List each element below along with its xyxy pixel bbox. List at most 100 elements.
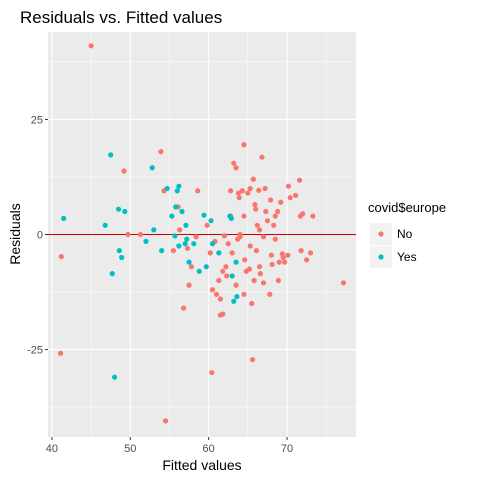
point-no [237,231,243,238]
point-yes [169,213,175,219]
point-no [269,261,275,268]
point-no [259,154,265,160]
point-no [262,185,268,192]
point-yes [149,165,155,171]
legend-label-no: No [397,227,413,241]
point-no [340,280,347,286]
point-yes [196,268,202,274]
point-no [209,369,215,376]
point-no [162,418,169,424]
point-yes [116,248,122,254]
point-yes [143,238,149,245]
point-no [246,266,253,272]
point-yes [176,183,182,189]
point-yes [184,236,190,242]
point-yes [115,206,122,212]
point-yes [203,264,209,270]
legend-key-yes-marker [378,254,384,260]
point-yes [233,259,239,265]
point-no [186,282,192,288]
point-no [233,165,239,171]
point-no [247,185,253,192]
point-no [257,264,263,270]
point-yes [151,227,157,233]
point-no [220,311,226,317]
point-no [223,264,229,270]
point-no [272,213,278,219]
point-no [239,188,245,194]
point-yes [231,298,237,304]
x-tick-label: 70 [281,443,293,455]
point-yes [216,250,222,256]
point-no [204,222,210,228]
point-no [207,250,213,256]
point-no [300,211,306,217]
point-no [195,188,201,194]
point-yes [108,152,114,158]
x-tick-label: 50 [124,443,136,455]
point-yes [172,233,178,239]
point-yes [122,208,128,215]
point-no [251,277,257,284]
point-no [296,177,303,183]
point-yes [173,204,179,210]
point-no [241,213,247,219]
point-no [247,243,253,249]
point-no [267,291,273,297]
point-yes [159,248,165,254]
point-no [193,234,199,240]
point-no [252,201,258,208]
point-yes [174,188,180,194]
point-yes [179,208,185,215]
point-no [216,277,222,284]
point-yes [201,212,207,218]
point-no [287,195,293,201]
x-axis-label: Fitted values [162,457,241,473]
point-no [137,231,144,238]
point-no [254,222,260,228]
point-no [285,252,291,258]
point-yes [183,222,189,228]
point-no [272,236,278,242]
point-yes [209,241,216,247]
point-no [276,259,282,265]
point-yes [61,215,67,221]
point-no [278,199,284,205]
point-no [253,206,259,212]
point-no [241,291,247,297]
point-no [257,271,263,277]
point-no [180,305,187,311]
point-yes [186,259,192,265]
y-tick-label: -25 [27,345,43,357]
point-yes [119,254,125,261]
y-tick-label: 25 [31,114,43,126]
point-no [125,231,131,238]
point-yes [112,374,118,380]
point-no [267,197,274,203]
x-tick-label: 60 [203,443,215,455]
point-no [224,273,230,279]
point-no [279,251,285,257]
point-no [275,208,281,215]
point-no [260,234,267,240]
point-no [225,241,231,247]
point-no [310,213,316,219]
point-yes [164,185,170,192]
point-no [245,190,251,196]
point-no [88,43,94,49]
point-no [253,248,260,254]
point-no [235,190,242,196]
legend-title: covid$europe [368,200,446,215]
point-no [158,149,164,155]
point-no [184,245,191,251]
point-no [170,248,176,254]
point-yes [191,241,197,247]
point-no [256,187,262,193]
point-no [257,227,263,233]
y-axis-ticks: -25 0 25 [27,114,48,357]
x-axis-ticks: 40 50 60 70 [46,437,293,455]
point-no [57,350,64,356]
point-yes [182,241,188,247]
legend-label-yes: Yes [397,250,417,264]
point-no [307,250,314,256]
